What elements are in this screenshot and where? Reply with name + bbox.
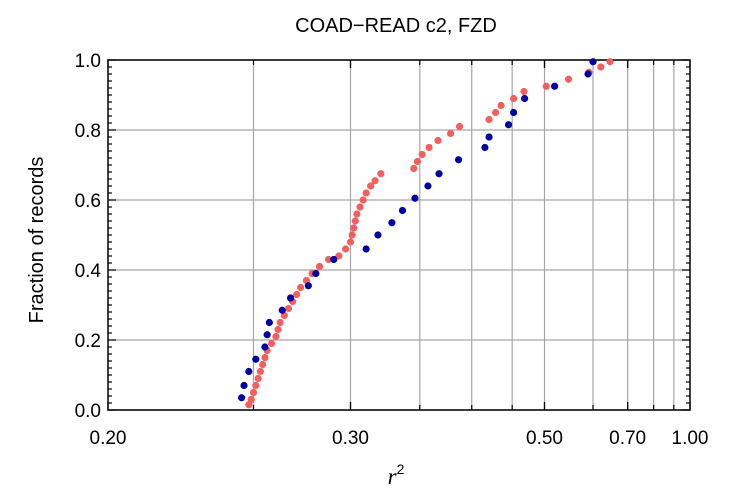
y-tick-label: 0.0: [75, 401, 101, 422]
y-tick-label: 0.4: [75, 261, 102, 282]
data-point-series-1: [274, 326, 281, 333]
data-point-series-2: [551, 83, 558, 90]
data-point-series-2: [252, 356, 259, 363]
data-point-series-1: [259, 361, 266, 368]
data-point-series-1: [248, 396, 255, 403]
grid: [108, 60, 690, 410]
data-point-series-1: [250, 389, 257, 396]
data-point-series-1: [272, 333, 279, 340]
data-point-series-2: [521, 95, 528, 102]
x-tick-label: 0.20: [90, 428, 127, 449]
data-point-series-2: [312, 270, 319, 277]
y-tick-label: 0.2: [75, 331, 101, 352]
data-point-series-1: [456, 123, 463, 130]
data-point-series-1: [252, 382, 259, 389]
data-point-series-1: [352, 217, 359, 224]
data-points: [238, 58, 613, 408]
data-point-series-2: [505, 121, 512, 128]
x-tick-labels: 0.20 0.30 0.50 0.70 1.00: [90, 428, 709, 449]
data-point-series-1: [485, 116, 492, 123]
data-point-series-1: [419, 151, 426, 158]
data-point-series-1: [257, 368, 264, 375]
data-point-series-2: [455, 156, 462, 163]
x-tick-label: 0.70: [609, 428, 646, 449]
data-point-series-1: [350, 224, 357, 231]
data-point-series-1: [447, 130, 454, 137]
data-point-series-1: [356, 203, 363, 210]
data-point-series-1: [261, 354, 268, 361]
data-point-series-1: [349, 231, 356, 238]
plot-border: [108, 60, 690, 410]
chart-title: COAD−READ c2, FZD: [295, 15, 497, 37]
data-point-series-1: [268, 340, 275, 347]
data-point-series-1: [353, 210, 360, 217]
data-point-series-1: [510, 95, 517, 102]
data-point-series-2: [261, 343, 268, 350]
x-axis-label-superscript: 2: [397, 461, 405, 477]
data-point-series-1: [414, 158, 421, 165]
data-point-series-1: [293, 291, 300, 298]
data-point-series-2: [399, 207, 406, 214]
axis-ticks: [108, 60, 690, 410]
y-tick-labels: 0.0 0.2 0.4 0.6 0.8 1.0: [75, 51, 102, 422]
y-axis-label: Fraction of records: [26, 157, 48, 324]
data-point-series-2: [388, 219, 395, 226]
data-point-series-2: [330, 256, 337, 263]
data-point-series-1: [565, 76, 572, 83]
data-point-series-1: [606, 58, 613, 65]
data-point-series-2: [287, 294, 294, 301]
plot-frame: [108, 60, 690, 410]
data-point-series-2: [435, 170, 442, 177]
data-point-series-2: [305, 282, 312, 289]
data-point-series-1: [543, 83, 550, 90]
data-point-series-2: [374, 231, 381, 238]
x-axis-label: r2: [388, 461, 405, 489]
data-point-series-1: [363, 189, 370, 196]
data-point-series-1: [277, 319, 284, 326]
data-point-series-2: [245, 368, 252, 375]
data-point-series-1: [492, 109, 499, 116]
x-tick-label: 0.30: [332, 428, 369, 449]
y-tick-label: 0.8: [75, 121, 101, 142]
y-tick-label: 1.0: [75, 51, 101, 72]
data-point-series-1: [347, 238, 354, 245]
data-point-series-2: [279, 307, 286, 314]
data-point-series-2: [266, 319, 273, 326]
data-point-series-2: [589, 58, 596, 65]
data-point-series-1: [434, 137, 441, 144]
data-point-series-1: [520, 88, 527, 95]
data-point-series-2: [424, 182, 431, 189]
data-point-series-2: [238, 394, 245, 401]
data-point-series-2: [264, 331, 271, 338]
data-point-series-1: [285, 305, 292, 312]
data-point-series-1: [316, 263, 323, 270]
data-point-series-1: [410, 165, 417, 172]
data-point-series-1: [377, 170, 384, 177]
data-point-series-1: [371, 177, 378, 184]
data-point-series-1: [297, 284, 304, 291]
x-tick-label: 1.00: [672, 428, 709, 449]
data-point-series-2: [510, 109, 517, 116]
data-point-series-1: [597, 63, 604, 70]
data-point-series-2: [584, 70, 591, 77]
data-point-series-1: [497, 102, 504, 109]
data-point-series-2: [485, 133, 492, 140]
data-point-series-1: [425, 144, 432, 151]
x-tick-label: 0.50: [526, 428, 563, 449]
data-point-series-1: [342, 245, 349, 252]
data-point-series-1: [359, 196, 366, 203]
data-point-series-1: [255, 375, 262, 382]
data-point-series-2: [363, 245, 370, 252]
data-point-series-2: [411, 195, 418, 202]
data-point-series-2: [481, 144, 488, 151]
data-point-series-2: [240, 382, 247, 389]
y-tick-label: 0.6: [75, 191, 101, 212]
